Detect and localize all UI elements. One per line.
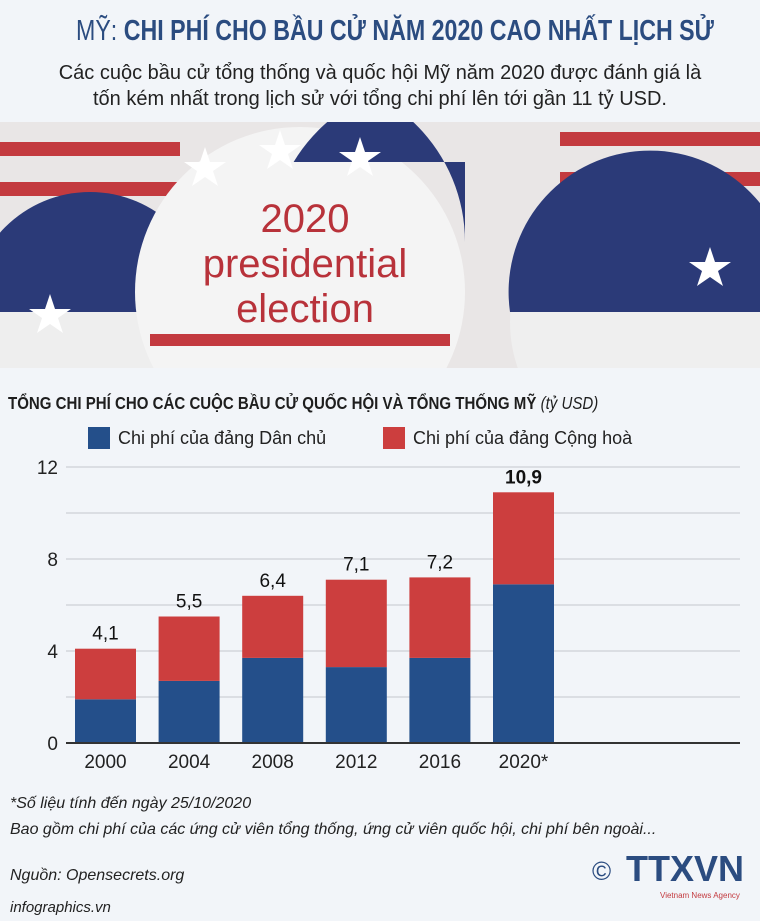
legend-swatch <box>88 427 110 449</box>
bar-democrat-2004 <box>158 680 220 743</box>
y-tick-label: 12 <box>37 458 58 479</box>
chart-title-text: TỔNG CHI PHÍ CHO CÁC CUỘC BẦU CỬ QUỐC HỘ… <box>8 393 537 413</box>
page-title: MỸ: CHI PHÍ CHO BẦU CỬ NĂM 2020 CAO NHẤT… <box>76 14 714 48</box>
site-link[interactable]: infographics.vn <box>10 899 111 916</box>
bar-republican-2008 <box>242 595 304 658</box>
bar-republican-2012 <box>325 579 387 668</box>
bar-democrat-2016 <box>409 657 471 743</box>
legend-label: Chi phí của đảng Cộng hoà <box>413 427 633 448</box>
title-main: CHI PHÍ CHO BẦU CỬ NĂM 2020 CAO NHẤT LỊC… <box>123 15 714 47</box>
x-tick-label: 2000 <box>84 752 126 773</box>
legend-democrat: Chi phí của đảng Dân chủ <box>88 427 326 449</box>
bar-republican-2020 <box>493 492 554 585</box>
bar-republican-2016 <box>409 577 471 658</box>
stacked-bar-chart: 0 4 8 12 4,1 2000 5,5 2004 6,4 2008 7,1 2012 7,2 2016… <box>37 458 740 773</box>
total-label: 7,2 <box>427 552 453 573</box>
source: Nguồn: Opensecrets.org <box>10 867 185 884</box>
bar-republican-2000 <box>75 648 136 700</box>
subtitle: Các cuộc bầu cử tổng thống và quốc hội M… <box>0 60 760 112</box>
legend-swatch <box>383 427 405 449</box>
badge-text: election <box>236 287 374 331</box>
logo-subtitle: Vietnam News Agency <box>660 891 740 900</box>
x-tick-label: 2016 <box>419 752 461 773</box>
x-tick-label: 2004 <box>168 752 211 773</box>
legend-label: Chi phí của đảng Dân chủ <box>118 427 327 448</box>
total-label: 4,1 <box>92 624 118 645</box>
y-tick-label: 4 <box>47 642 58 663</box>
x-tick-label: 2020* <box>499 752 549 773</box>
footnote: *Số liệu tính đến ngày 25/10/2020 <box>10 795 252 812</box>
subtitle-line: tốn kém nhất trong lịch sử với tổng chi … <box>93 88 667 110</box>
description: Bao gồm chi phí của các ứng cử viên tổng… <box>10 821 657 838</box>
y-tick-label: 0 <box>47 734 58 755</box>
ttxvn-logo: TTXVN <box>626 848 745 889</box>
chart-title: TỔNG CHI PHÍ CHO CÁC CUỘC BẦU CỬ QUỐC HỘ… <box>8 392 598 414</box>
badge-text: presidential <box>203 242 408 286</box>
star-icons <box>29 130 731 333</box>
chart-unit: (tỷ USD) <box>540 393 599 413</box>
bar-democrat-2008 <box>242 657 304 743</box>
badge-text: 2020 <box>261 197 350 241</box>
subtitle-line: Các cuộc bầu cử tổng thống và quốc hội M… <box>58 62 702 84</box>
bar-democrat-2012 <box>325 667 387 743</box>
bar-republican-2004 <box>158 616 220 681</box>
bar-democrat-2020 <box>493 584 554 743</box>
y-tick-label: 8 <box>47 550 58 571</box>
total-label: 10,9 <box>505 467 542 488</box>
total-label: 7,1 <box>343 555 369 576</box>
legend-republican: Chi phí của đảng Cộng hoà <box>383 427 632 449</box>
x-tick-label: 2008 <box>252 752 294 773</box>
title-prefix: MỸ: <box>76 15 118 47</box>
x-tick-label: 2012 <box>335 752 377 773</box>
copyright-symbol: © <box>592 856 612 886</box>
bar-democrat-2000 <box>75 699 136 743</box>
total-label: 6,4 <box>259 571 286 592</box>
election-buttons-photo: 2020 presidential election <box>0 122 760 368</box>
total-label: 5,5 <box>176 592 202 613</box>
